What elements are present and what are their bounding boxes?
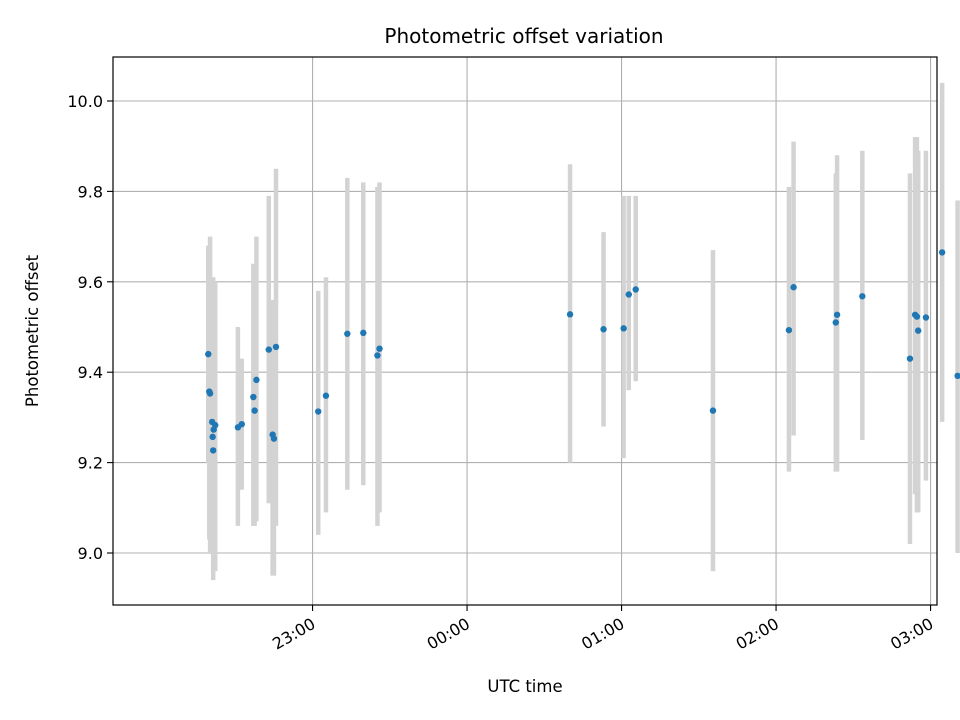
data-point bbox=[322, 392, 330, 399]
y-tick-label: 9.2 bbox=[78, 454, 103, 473]
x-tick-label: 00:00 bbox=[424, 614, 473, 654]
data-point bbox=[212, 421, 219, 429]
data-point bbox=[374, 352, 381, 359]
data-point bbox=[790, 284, 797, 291]
data-point bbox=[205, 350, 212, 358]
y-tick-label: 10.0 bbox=[67, 92, 103, 111]
data-point bbox=[206, 390, 214, 397]
y-tick-label: 9.8 bbox=[78, 182, 103, 201]
data-point bbox=[915, 327, 922, 334]
data-point bbox=[265, 346, 272, 353]
data-point bbox=[632, 286, 639, 293]
data-point bbox=[360, 329, 367, 337]
data-point bbox=[253, 376, 260, 384]
data-point bbox=[922, 314, 930, 321]
data-point bbox=[209, 433, 216, 441]
y-axis-label: Photometric offset bbox=[23, 254, 42, 407]
data-point bbox=[272, 343, 280, 351]
data-point bbox=[315, 408, 322, 415]
data-point bbox=[250, 393, 257, 401]
data-point bbox=[600, 326, 607, 333]
data-point bbox=[913, 313, 921, 320]
data-point bbox=[344, 330, 351, 337]
y-tick-label: 9.6 bbox=[78, 273, 103, 292]
x-axis-label: UTC time bbox=[487, 677, 562, 696]
data-point bbox=[251, 407, 258, 414]
x-tick-label: 01:00 bbox=[578, 614, 627, 654]
y-tick-label: 9.0 bbox=[78, 544, 103, 563]
plot-frame bbox=[112, 56, 938, 606]
data-point bbox=[238, 420, 245, 428]
data-point bbox=[566, 311, 574, 318]
data-point bbox=[833, 311, 841, 318]
data-point bbox=[270, 435, 278, 442]
data-point bbox=[832, 319, 840, 326]
error-bars bbox=[206, 82, 960, 581]
data-point bbox=[709, 407, 717, 414]
chart-title: Photometric offset variation bbox=[384, 24, 663, 48]
data-point bbox=[620, 325, 627, 332]
x-tick-label: 02:00 bbox=[733, 614, 782, 654]
data-point bbox=[859, 293, 866, 300]
data-point bbox=[938, 249, 946, 256]
x-axis-ticks: 23:00 00:00 01:00 02:00 03:00 bbox=[269, 605, 937, 654]
data-point bbox=[625, 291, 632, 298]
data-point bbox=[906, 355, 914, 362]
y-axis-ticks: 9.0 9.2 9.4 9.6 9.8 10.0 bbox=[67, 92, 113, 563]
grid-lines bbox=[113, 57, 937, 605]
x-tick-label: 03:00 bbox=[887, 614, 936, 654]
x-tick-label: 23:00 bbox=[269, 614, 318, 654]
y-tick-label: 9.4 bbox=[78, 363, 103, 382]
data-point bbox=[209, 447, 217, 454]
data-point bbox=[785, 326, 793, 334]
data-point bbox=[376, 345, 383, 352]
data-points bbox=[205, 249, 960, 454]
data-point bbox=[954, 372, 960, 380]
